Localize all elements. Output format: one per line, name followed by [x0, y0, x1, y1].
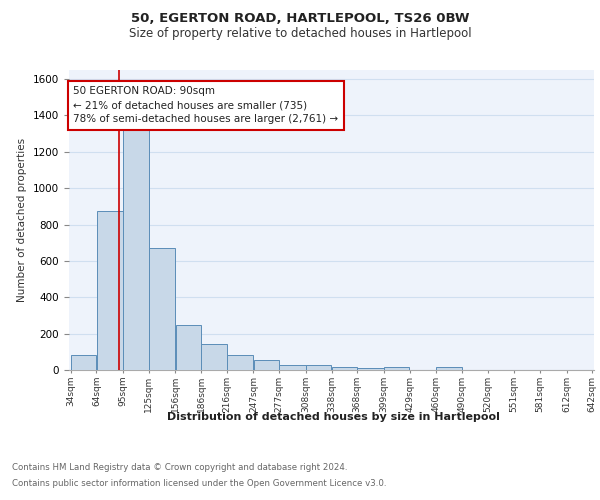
Text: Contains public sector information licensed under the Open Government Licence v3: Contains public sector information licen… — [12, 478, 386, 488]
Text: Contains HM Land Registry data © Crown copyright and database right 2024.: Contains HM Land Registry data © Crown c… — [12, 464, 347, 472]
Bar — [201, 344, 227, 370]
Bar — [176, 326, 201, 370]
Bar — [254, 360, 279, 370]
Bar — [97, 211, 123, 370]
Bar — [332, 368, 357, 370]
Bar — [306, 364, 331, 370]
Text: Distribution of detached houses by size in Hartlepool: Distribution of detached houses by size … — [167, 412, 499, 422]
Bar — [436, 368, 462, 370]
Bar — [71, 354, 97, 370]
Bar — [280, 366, 305, 370]
Bar — [123, 130, 149, 370]
Bar — [358, 368, 383, 370]
Y-axis label: Number of detached properties: Number of detached properties — [17, 138, 28, 302]
Bar — [227, 354, 253, 370]
Text: 50 EGERTON ROAD: 90sqm
← 21% of detached houses are smaller (735)
78% of semi-de: 50 EGERTON ROAD: 90sqm ← 21% of detached… — [73, 86, 338, 124]
Bar — [384, 368, 409, 370]
Bar — [149, 248, 175, 370]
Text: Size of property relative to detached houses in Hartlepool: Size of property relative to detached ho… — [128, 28, 472, 40]
Text: 50, EGERTON ROAD, HARTLEPOOL, TS26 0BW: 50, EGERTON ROAD, HARTLEPOOL, TS26 0BW — [131, 12, 469, 26]
